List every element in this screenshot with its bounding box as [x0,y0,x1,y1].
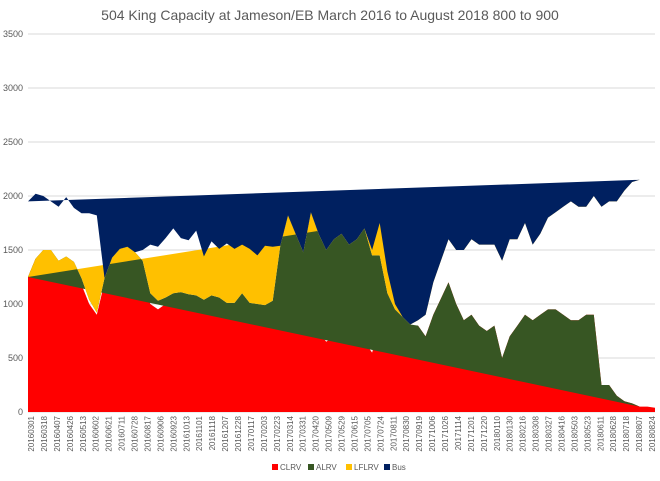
legend-swatch-bus [384,464,390,470]
x-tick-label: 20170724 [376,415,385,451]
x-tick-label: 20170919 [415,415,424,451]
x-tick-label: 20180523 [583,415,592,451]
chart-title: 504 King Capacity at Jameson/EB March 20… [101,7,559,23]
x-tick-label: 20171201 [467,415,476,451]
x-tick-label: 20180824 [648,415,657,451]
x-tick-label: 20180110 [493,415,502,451]
x-tick-label: 20161101 [195,415,204,451]
x-tick-label: 20160621 [105,415,114,451]
x-tick-label: 20171026 [441,415,450,451]
area-series-alrv [28,212,640,407]
x-tick-label: 20171006 [428,415,437,451]
x-tick-label: 20161207 [221,415,230,451]
x-tick-label: 20180130 [506,415,515,451]
legend-swatch-clrv [272,464,278,470]
y-tick-label: 0 [18,407,23,417]
x-tick-label: 20170811 [389,415,398,451]
x-tick-label: 20170223 [273,415,282,451]
x-tick-label: 20170615 [350,415,359,451]
x-tick-label: 20170705 [363,415,372,451]
y-tick-label: 3000 [3,83,23,93]
y-tick-label: 2500 [3,137,23,147]
x-axis: 20160301 20160318 20160407 20160426 20160513… [27,415,657,451]
x-tick-label: 20160906 [156,415,165,451]
legend-label-bus: Bus [392,463,406,472]
x-tick-label: 20180611 [596,415,605,451]
y-tick-label: 3500 [3,29,23,39]
y-axis: 0 500 1000 1500 2000 2500 3000 3500 [3,29,23,417]
legend-label-lflrv: LFLRV [354,463,379,472]
x-tick-label: 20160426 [66,415,75,451]
x-tick-label: 20180628 [609,415,618,451]
legend-swatch-lflrv [346,464,352,470]
legend-label-alrv: ALRV [316,463,337,472]
x-tick-label: 20180216 [519,415,528,451]
x-tick-label: 20170331 [299,415,308,451]
legend-label-clrv: CLRV [280,463,302,472]
x-tick-label: 20160407 [53,415,62,451]
x-tick-label: 20170529 [338,415,347,451]
x-tick-label: 20171114 [454,415,463,450]
area-series-bus [28,179,640,325]
x-tick-label: 20160602 [92,415,101,451]
x-tick-label: 20160923 [169,415,178,451]
x-tick-label: 20160318 [40,415,49,451]
x-tick-label: 20160513 [79,415,88,451]
legend: CLRV ALRV LFLRV Bus [272,463,406,472]
x-tick-label: 20180308 [532,415,541,451]
x-tick-label: 20170203 [260,415,269,451]
x-tick-label: 20170509 [325,415,334,451]
x-tick-label: 20160728 [131,415,140,451]
y-tick-label: 1500 [3,245,23,255]
x-tick-label: 20161013 [182,415,191,451]
x-tick-label: 20170420 [312,415,321,451]
x-tick-label: 20180416 [557,415,566,451]
x-tick-label: 20170830 [402,415,411,451]
y-tick-label: 2000 [3,191,23,201]
x-tick-label: 20160301 [27,415,36,451]
y-tick-label: 1000 [3,299,23,309]
x-tick-label: 20180503 [570,415,579,451]
x-tick-label: 20171220 [480,415,489,451]
legend-swatch-alrv [308,464,314,470]
area-layer [28,179,655,412]
x-tick-label: 20170314 [286,415,295,451]
y-tick-label: 500 [8,353,23,363]
x-tick-label: 20180807 [635,415,644,451]
x-tick-label: 20180718 [622,415,631,451]
x-tick-label: 20161118 [208,415,217,450]
x-tick-label: 20161228 [234,415,243,451]
x-tick-label: 20160817 [143,415,152,451]
x-tick-label: 20170117 [247,415,256,451]
x-tick-label: 20180327 [545,415,554,451]
x-tick-label: 20160711 [118,415,127,451]
